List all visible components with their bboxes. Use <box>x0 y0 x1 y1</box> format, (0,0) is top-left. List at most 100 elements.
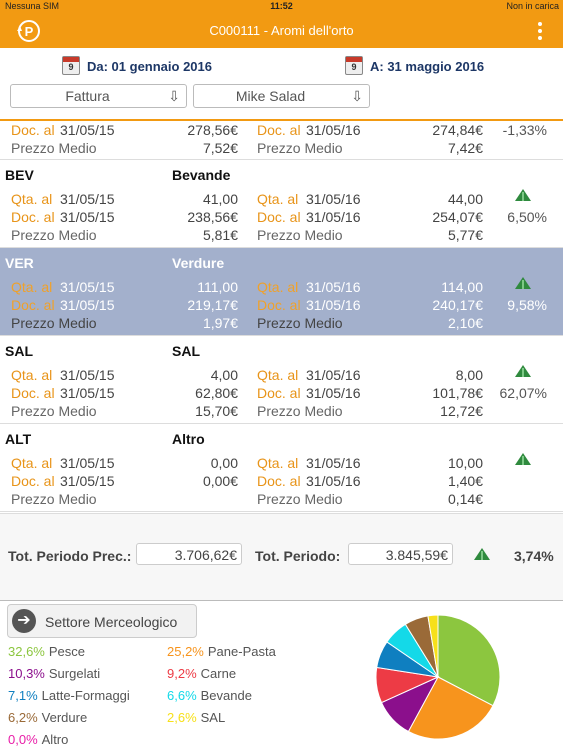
clock: 11:52 <box>270 1 293 11</box>
doc-prev-value: 219,17€ <box>187 297 238 313</box>
qta-cur-value: 8,00 <box>455 367 483 383</box>
legend-item: 32,6% Pesce <box>8 644 85 659</box>
list-item[interactable]: Doc. al 31/05/15 278,56€ Doc. al 31/05/1… <box>0 121 563 160</box>
percent-change: -1,33% <box>502 122 547 138</box>
legend-item: 6,6% Bevande <box>167 688 252 703</box>
date-to[interactable]: 9 A: 31 maggio 2016 <box>345 56 545 78</box>
avg-cur-label: Prezzo Medio <box>257 403 343 419</box>
qta-prev-label: Qta. al <box>11 455 53 471</box>
status-bar: Nessuna SIM 11:52 Non in carica <box>0 0 563 14</box>
doc-cur-value: 240,17€ <box>432 297 483 313</box>
doc-cur-date: 31/05/16 <box>306 297 361 313</box>
legend-item: 6,2% Verdure <box>8 710 87 725</box>
doc-prev-label: Doc. al <box>11 473 55 489</box>
category-name: Verdure <box>172 255 225 271</box>
category-code: BEV <box>5 167 34 183</box>
doc-prev-date: 31/05/15 <box>60 473 115 489</box>
avg-prev-label: Prezzo Medio <box>11 403 97 419</box>
divider <box>0 119 563 121</box>
document-type-select[interactable]: Fattura ⇩ <box>10 84 187 108</box>
avg-cur-label: Prezzo Medio <box>257 491 343 507</box>
legend-percent: 6,6% <box>167 688 197 703</box>
trend-up-icon <box>515 277 531 289</box>
pie-slice-sal <box>427 614 439 678</box>
qta-cur-date: 31/05/16 <box>306 279 361 295</box>
page-title: C000111 - Aromi dell'orto <box>209 23 354 38</box>
legend-label: Surgelati <box>48 666 101 681</box>
legend-percent: 9,2% <box>167 666 197 681</box>
legend-label: Pesce <box>48 644 86 659</box>
qta-cur-value: 44,00 <box>447 191 483 207</box>
total-percent: 3,74% <box>514 548 554 564</box>
category-section[interactable]: SAL SAL Qta. al 31/05/15 4,00 Qta. al 31/05/16… <box>0 336 563 424</box>
qta-prev-value: 41,00 <box>202 191 238 207</box>
category-name: Altro <box>172 431 205 447</box>
qta-prev-label: Qta. al <box>11 191 53 207</box>
total-prev-value: 3.706,62€ <box>136 543 242 565</box>
category-name: Bevande <box>172 167 231 183</box>
customer-value: Mike Salad <box>235 88 306 104</box>
avg-prev-value: 1,97€ <box>202 315 238 331</box>
qta-cur-date: 31/05/16 <box>306 191 361 207</box>
date-to-label: A: 31 maggio 2016 <box>370 59 485 74</box>
sector-button-label: Settore Merceologico <box>45 614 178 630</box>
doc-prev-value: 238,56€ <box>187 209 238 225</box>
legend-item: 2,6% SAL <box>167 710 225 725</box>
legend-percent: 7,1% <box>8 688 38 703</box>
legend-percent: 0,0% <box>8 732 38 747</box>
legend-label: Carne <box>200 666 237 681</box>
legend-percent: 25,2% <box>167 644 204 659</box>
category-code: ALT <box>5 431 32 447</box>
doc-prev-label: Doc. al <box>11 209 55 225</box>
total-prev-label: Tot. Periodo Prec.: <box>8 548 132 564</box>
back-logo-icon[interactable]: P <box>16 19 42 43</box>
category-section[interactable]: ALT Altro Qta. al 31/05/15 0,00 Qta. al 31/05/… <box>0 424 563 512</box>
trend-up-icon <box>515 365 531 377</box>
calendar-icon: 9 <box>345 56 363 75</box>
category-section[interactable]: VER Verdure Qta. al 31/05/15 111,00 Qta. al 31… <box>0 248 563 336</box>
doc-prev-label: Doc. al <box>11 297 55 313</box>
nav-bar: P C000111 - Aromi dell'orto <box>0 14 563 48</box>
qta-prev-value: 4,00 <box>210 367 238 383</box>
qta-prev-label: Qta. al <box>11 367 53 383</box>
qta-prev-date: 31/05/15 <box>60 191 115 207</box>
avg-cur-label: Prezzo Medio <box>257 227 343 243</box>
legend-label: Pane-Pasta <box>207 644 276 659</box>
totals-bar: Tot. Periodo Prec.: 3.706,62€ Tot. Perio… <box>0 513 563 601</box>
qta-prev-label: Qta. al <box>11 279 53 295</box>
avg-cur-value: 5,77€ <box>447 227 483 243</box>
legend-label: Bevande <box>200 688 252 703</box>
qta-cur-label: Qta. al <box>257 455 299 471</box>
qta-cur-label: Qta. al <box>257 279 299 295</box>
doc-prev-label: Doc. al <box>11 385 55 401</box>
percent-change: 9,58% <box>507 297 547 313</box>
pie-slice-pane-pasta <box>407 676 494 740</box>
legend-percent: 10,3% <box>8 666 45 681</box>
trend-up-icon <box>515 453 531 465</box>
legend-label: Verdure <box>41 710 88 725</box>
sector-button[interactable]: ➔ Settore Merceologico <box>7 604 197 638</box>
sort-arrows-icon: ⇩ <box>168 88 180 104</box>
qta-prev-date: 31/05/15 <box>60 455 115 471</box>
category-code: SAL <box>5 343 33 359</box>
doc-prev-date: 31/05/15 <box>60 209 115 225</box>
date-from[interactable]: 9 Da: 01 gennaio 2016 <box>62 56 262 78</box>
sort-arrows-icon: ⇩ <box>351 88 363 104</box>
menu-dots-icon[interactable] <box>536 22 544 42</box>
avg-cur-value: 2,10€ <box>447 315 483 331</box>
category-section[interactable]: BEV Bevande Qta. al 31/05/15 41,00 Qta. al 31/… <box>0 160 563 248</box>
doc-prev-value: 0,00€ <box>202 473 238 489</box>
doc-cur-label: Doc. al <box>257 297 301 313</box>
legend-item: 9,2% Carne <box>167 666 236 681</box>
doc-cur-label: Doc. al <box>257 385 301 401</box>
trend-up-icon <box>474 548 490 560</box>
legend-label: Latte-Formaggi <box>41 688 130 703</box>
avg-cur-value: 0,14€ <box>447 491 483 507</box>
qta-prev-value: 0,00 <box>210 455 238 471</box>
legend-label: Altro <box>41 732 69 747</box>
percent-change: 6,50% <box>507 209 547 225</box>
battery-status: Non in carica <box>506 1 559 11</box>
customer-select[interactable]: Mike Salad ⇩ <box>193 84 370 108</box>
doc-prev-date: 31/05/15 <box>60 297 115 313</box>
doc-cur-date: 31/05/16 <box>306 209 361 225</box>
